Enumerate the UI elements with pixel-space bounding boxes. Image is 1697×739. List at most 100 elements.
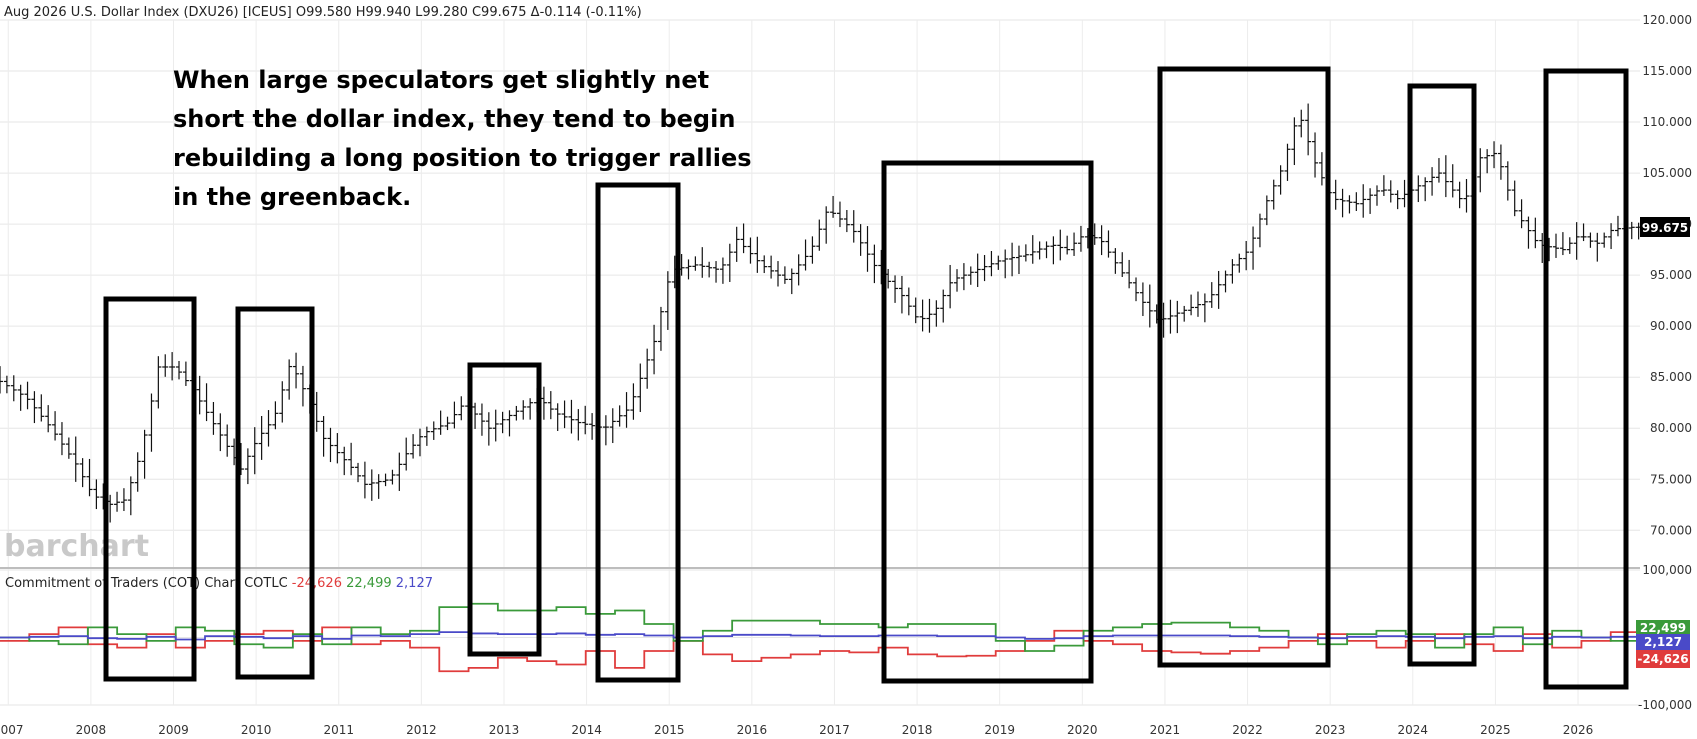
price-bar — [38, 394, 45, 422]
time-tick-label: 2020 — [1067, 723, 1098, 737]
price-bar — [1208, 282, 1215, 308]
price-bar — [485, 412, 492, 446]
price-bar — [1477, 148, 1484, 193]
price-bar — [1215, 270, 1222, 309]
price-bar — [582, 405, 589, 435]
price-bar — [1608, 223, 1615, 250]
highlight-box-2013 — [467, 362, 542, 657]
annotation-line-1: When large speculators get slightly net — [173, 66, 709, 94]
cot-line-small-spec — [0, 631, 1641, 641]
price-tick-label: 80.000 — [1650, 421, 1692, 435]
price-bar — [651, 324, 658, 375]
price-bar — [478, 403, 485, 436]
price-bar — [1222, 270, 1229, 293]
price-bar — [1594, 232, 1601, 262]
price-bar — [1270, 179, 1277, 210]
price-bar — [382, 473, 389, 487]
price-bar — [272, 401, 279, 430]
price-bar — [974, 253, 981, 288]
cot-series-lines — [0, 602, 1641, 673]
price-bar — [1394, 190, 1401, 210]
price-bar — [217, 413, 224, 452]
badge-large-spec: 22,499 — [1640, 621, 1686, 635]
cot-value-small-spec: 2,127 — [396, 576, 433, 591]
price-bar — [355, 462, 362, 483]
price-bar — [1339, 188, 1346, 218]
price-bar — [788, 268, 795, 295]
price-bar — [554, 403, 561, 431]
chart-header: Aug 2026 U.S. Dollar Index (DXU26) [ICEU… — [4, 5, 642, 20]
price-bar — [1553, 233, 1560, 258]
price-axis: 120.000115.000110.000105.000100.00095.00… — [1642, 13, 1692, 537]
cot-value-large-spec: 22,499 — [346, 576, 392, 591]
price-bar — [905, 287, 912, 316]
time-tick-label: 2012 — [406, 723, 437, 737]
price-bar — [733, 226, 740, 262]
price-bar — [768, 255, 775, 279]
price-bar — [1188, 294, 1195, 316]
price-bar — [492, 409, 499, 442]
price-bar — [795, 254, 802, 286]
price-bar — [699, 247, 706, 278]
price-bar — [506, 410, 513, 437]
price-bar — [1532, 217, 1539, 249]
time-tick-label: 2007 — [0, 723, 24, 737]
price-bar — [967, 266, 974, 285]
price-bar — [864, 226, 871, 272]
price-bar — [1360, 184, 1367, 218]
price-bar — [299, 365, 306, 407]
price-bar — [10, 375, 17, 402]
last-price-value: 99.675 — [1642, 221, 1688, 235]
time-tick-label: 2016 — [737, 723, 768, 737]
time-tick-label: 2015 — [654, 723, 685, 737]
badge-commercial: -24,626 — [1637, 652, 1688, 666]
price-bar — [3, 375, 10, 394]
price-bar — [1174, 300, 1181, 334]
cot-label: Commitment of Traders (COT) Chart COTLC — [5, 576, 288, 591]
price-bar — [293, 352, 300, 389]
price-bar — [1367, 188, 1374, 214]
time-tick-label: 2008 — [76, 723, 107, 737]
price-bar — [995, 255, 1002, 270]
price-bar — [1346, 195, 1353, 214]
price-bar — [850, 210, 857, 243]
price-bar — [327, 427, 334, 463]
cot-value-badges: 22,499 2,127 -24,626 — [1636, 620, 1690, 668]
time-tick-label: 2013 — [489, 723, 520, 737]
price-bar — [79, 458, 86, 488]
price-bar — [1491, 141, 1498, 169]
price-bar — [1456, 181, 1463, 209]
price-bar — [802, 239, 809, 271]
price-bar — [1580, 223, 1587, 242]
price-tick-label: 75.000 — [1650, 472, 1692, 486]
price-bar — [926, 298, 933, 333]
price-bar — [451, 401, 458, 429]
price-bar — [430, 421, 437, 440]
price-bar — [1229, 259, 1236, 284]
barchart-watermark: barchart — [4, 529, 149, 564]
price-bar — [279, 381, 286, 423]
price-bar — [692, 256, 699, 271]
price-bar — [1256, 213, 1263, 248]
price-bar — [313, 391, 320, 432]
price-bar — [809, 236, 816, 264]
price-bar — [1022, 244, 1029, 262]
cot-axis: 100,000 -100,000 — [1638, 563, 1692, 712]
price-bar — [726, 243, 733, 282]
price-bar — [637, 363, 644, 413]
price-bar — [527, 398, 534, 420]
price-tick-label: 120.000 — [1642, 13, 1692, 27]
highlight-box-2018 — [881, 160, 1094, 684]
price-bar — [719, 257, 726, 284]
price-bar — [368, 469, 375, 501]
price-bar — [568, 399, 575, 434]
price-bar — [898, 275, 905, 314]
price-bar — [244, 448, 251, 485]
annotation-line-3: rebuilding a long position to trigger ra… — [173, 144, 752, 172]
price-bar — [816, 219, 823, 251]
price-bar — [499, 411, 506, 434]
price-bar — [1442, 155, 1449, 198]
price-bar — [72, 436, 79, 482]
price-bar — [1422, 177, 1429, 202]
price-bar — [93, 479, 100, 510]
